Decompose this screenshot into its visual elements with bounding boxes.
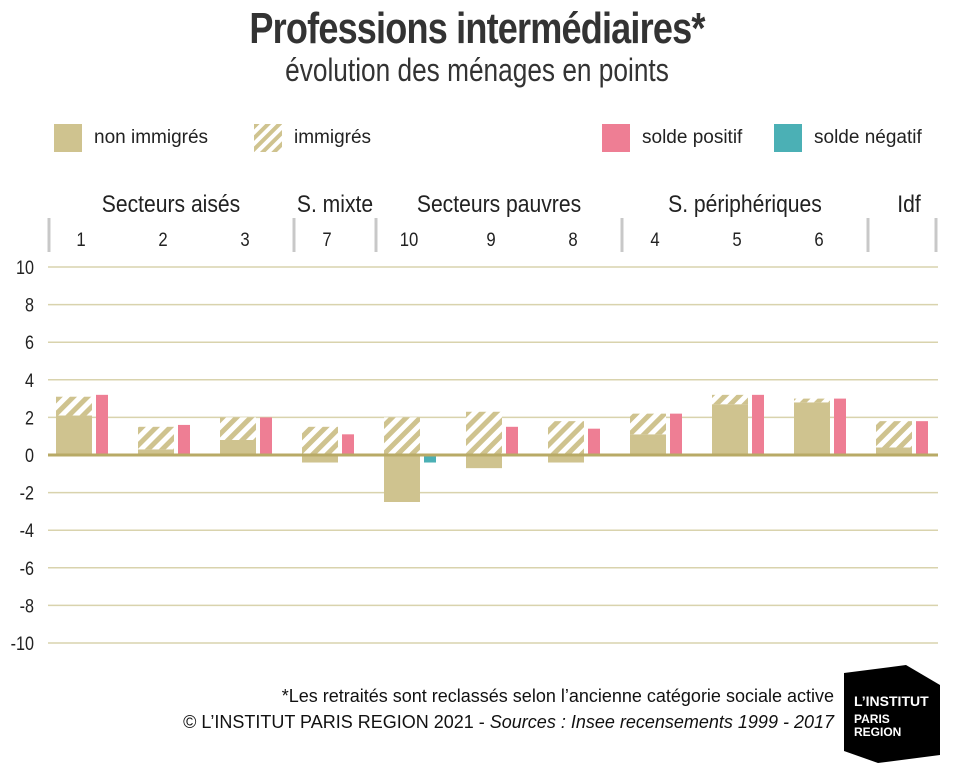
bar-immigres: [220, 417, 256, 440]
legend-non-immigres: non immigrés: [54, 124, 208, 152]
bar-solde: [506, 426, 518, 455]
legend-label-immigres: immigrés: [294, 127, 372, 148]
chart-canvas: Secteurs aisés 1 2 3 S. mixte 7 Secteurs pauvr…: [11, 191, 938, 655]
bar-non-immigres: [876, 447, 912, 455]
bar-solde: [588, 428, 600, 455]
group-label: Idf: [897, 191, 921, 218]
legend-label-solde-negatif: solde négatif: [814, 127, 922, 148]
bar-non-immigres: [220, 439, 256, 455]
bar-non-immigres: [466, 455, 502, 469]
group-label: Secteurs pauvres: [417, 191, 581, 218]
footer-sources: Sources : Insee recensements 1999 - 2017: [489, 712, 834, 732]
logo-text-1: L’INSTITUT: [854, 693, 929, 709]
category-label: 7: [322, 229, 331, 250]
legend-swatch-solde-positif: [602, 124, 630, 152]
y-tick-label: -6: [20, 558, 35, 580]
y-tick-label: 8: [25, 294, 34, 316]
category-label: 3: [240, 229, 249, 250]
bar-immigres: [466, 411, 502, 455]
legend-swatch-non-immigres: [54, 124, 82, 152]
category-label: 2: [158, 229, 167, 250]
y-tick-label: 6: [25, 332, 34, 354]
bar-solde: [96, 394, 108, 455]
category-label: 6: [814, 229, 823, 250]
y-tick-label: -2: [20, 482, 34, 504]
bar-solde: [916, 421, 928, 455]
y-tick-label: -10: [11, 633, 35, 655]
category-label: 9: [486, 229, 495, 250]
bar-solde: [342, 434, 354, 455]
bar-immigres: [876, 421, 912, 448]
group-label: S. mixte: [297, 191, 373, 218]
bar-immigres: [548, 421, 584, 455]
institut-logo: [844, 665, 940, 763]
y-tick-label: 10: [16, 257, 34, 279]
legend-solde-positif: solde positif: [602, 124, 742, 152]
group-label: Secteurs aisés: [102, 191, 240, 218]
category-label: 10: [400, 229, 419, 250]
bar-solde: [178, 424, 190, 455]
bar-immigres: [712, 394, 748, 405]
y-tick-label: -8: [20, 595, 35, 617]
bar-immigres: [56, 396, 92, 416]
bar-non-immigres: [302, 455, 338, 463]
bar-solde: [670, 413, 682, 455]
bar-solde: [752, 394, 764, 455]
bar-non-immigres: [548, 455, 584, 463]
legend-label-solde-positif: solde positif: [642, 127, 743, 148]
category-label: 5: [732, 229, 741, 250]
bar-non-immigres: [56, 415, 92, 455]
bar-non-immigres: [138, 449, 174, 455]
bar-non-immigres: [794, 402, 830, 455]
bar-immigres: [302, 426, 338, 455]
bar-solde: [260, 417, 272, 455]
bar-immigres: [630, 413, 666, 435]
y-tick-label: 0: [25, 445, 34, 467]
legend-swatch-solde-negatif: [774, 124, 802, 152]
logo-text-region: REGION: [854, 725, 902, 739]
category-label: 4: [650, 229, 659, 250]
bar-immigres: [384, 417, 420, 455]
bar-immigres: [138, 426, 174, 450]
legend-immigres: immigrés: [254, 124, 371, 152]
chart-title: Professions intermédiaires*: [249, 4, 705, 53]
bar-solde: [834, 398, 846, 455]
footer-note: *Les retraités sont reclassés selon l’an…: [281, 686, 834, 706]
chart-subtitle: évolution des ménages en points: [285, 52, 669, 88]
bar-non-immigres: [630, 434, 666, 455]
legend-label-non-immigres: non immigrés: [94, 127, 209, 148]
logo-text-paris: PARIS: [854, 712, 890, 726]
group-label: S. périphériques: [668, 191, 822, 218]
footer-credits: © L’INSTITUT PARIS REGION 2021 - Sources…: [183, 712, 834, 733]
footer-copyright: © L’INSTITUT PARIS REGION 2021 -: [183, 712, 490, 732]
legend-swatch-immigres: [254, 124, 282, 152]
bar-solde: [424, 455, 436, 463]
y-tick-label: -4: [20, 520, 35, 542]
bar-immigres: [794, 398, 830, 403]
y-tick-label: 4: [25, 370, 34, 392]
bar-non-immigres: [712, 404, 748, 455]
legend-solde-negatif: solde négatif: [774, 124, 922, 152]
category-label: 1: [76, 229, 85, 250]
bar-non-immigres: [384, 455, 420, 502]
y-tick-label: 2: [25, 407, 34, 429]
category-label: 8: [568, 229, 577, 250]
logo-text-2: PARIS REGION: [854, 713, 901, 739]
